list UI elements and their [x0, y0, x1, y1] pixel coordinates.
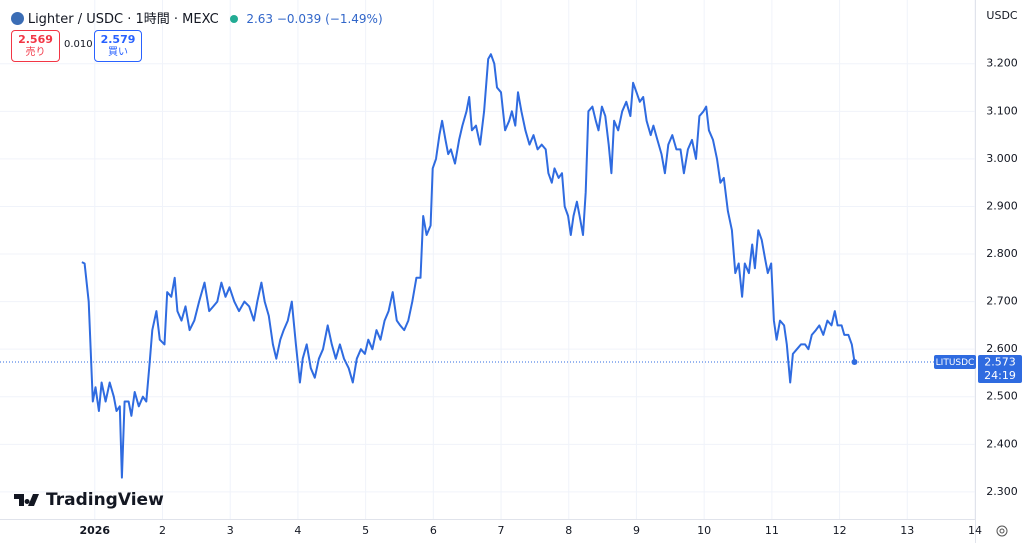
grid — [0, 0, 976, 519]
sell-button[interactable]: 2.569 売り — [11, 30, 60, 62]
series-tag-label: LITUSDC — [936, 358, 975, 368]
brand: TradingView — [46, 490, 164, 510]
x-tick-label: 11 — [765, 524, 779, 537]
y-tick-label: 2.400 — [986, 437, 1018, 450]
ask-label: 買い — [108, 47, 128, 58]
market-status — [230, 15, 239, 23]
buy-button[interactable]: 2.579 買い — [94, 30, 142, 62]
currency: USDC — [986, 9, 1018, 22]
symbol-icon — [11, 12, 24, 25]
price-tag — [978, 355, 1022, 384]
y-tick-label: 2.300 — [986, 485, 1018, 498]
x-tick-label: 2 — [159, 524, 166, 537]
price-tag-value: 2.573 — [984, 356, 1016, 369]
y-tick-label: 2.600 — [986, 342, 1018, 355]
bid-label: 売り — [25, 47, 46, 58]
y-tick-label: 2.800 — [986, 247, 1018, 260]
symbol: Lighter / USDC · 1時間 · MEXC — [27, 12, 219, 27]
brand-logo — [14, 494, 39, 506]
x-tick-label: 9 — [633, 524, 640, 537]
y-tick-label: 2.900 — [986, 199, 1018, 212]
settings-icon[interactable] — [996, 525, 1008, 537]
x-tick-label: 14 — [968, 524, 982, 537]
y-tick-label: 2.500 — [986, 390, 1018, 403]
price-line — [81, 53, 856, 479]
ask-price: 2.579 — [100, 33, 136, 46]
x-tick-label: 10 — [697, 524, 711, 537]
x-tick-label: 4 — [294, 524, 301, 537]
symbol-row: Lighter / USDC · 1時間 · MEXC 2.63 −0.039 … — [11, 8, 383, 27]
change: −0.039 (−1.49%) — [276, 12, 383, 26]
spread: 0.010 — [64, 39, 93, 50]
last-price: 2.63 — [246, 12, 274, 26]
y-tick-label: 3.200 — [986, 57, 1018, 70]
last-point — [851, 359, 858, 366]
x-tick-label: 8 — [565, 524, 572, 537]
x-tick-label: 5 — [362, 524, 369, 537]
x-tick-label: 3 — [227, 524, 234, 537]
countdown: 24:19 — [984, 369, 1016, 382]
y-tick-label: 3.000 — [986, 152, 1018, 165]
bid-price: 2.569 — [18, 33, 53, 46]
x-tick-label: 12 — [833, 524, 847, 537]
x-tick-label: 2026 — [79, 524, 110, 537]
x-tick-label: 7 — [498, 524, 505, 537]
x-tick-label: 6 — [430, 524, 437, 537]
series-tag — [934, 355, 976, 370]
x-tick-label: 13 — [900, 524, 914, 537]
y-tick-label: 3.100 — [986, 104, 1018, 117]
y-tick-label: 2.700 — [986, 295, 1018, 308]
plot — [0, 53, 975, 479]
